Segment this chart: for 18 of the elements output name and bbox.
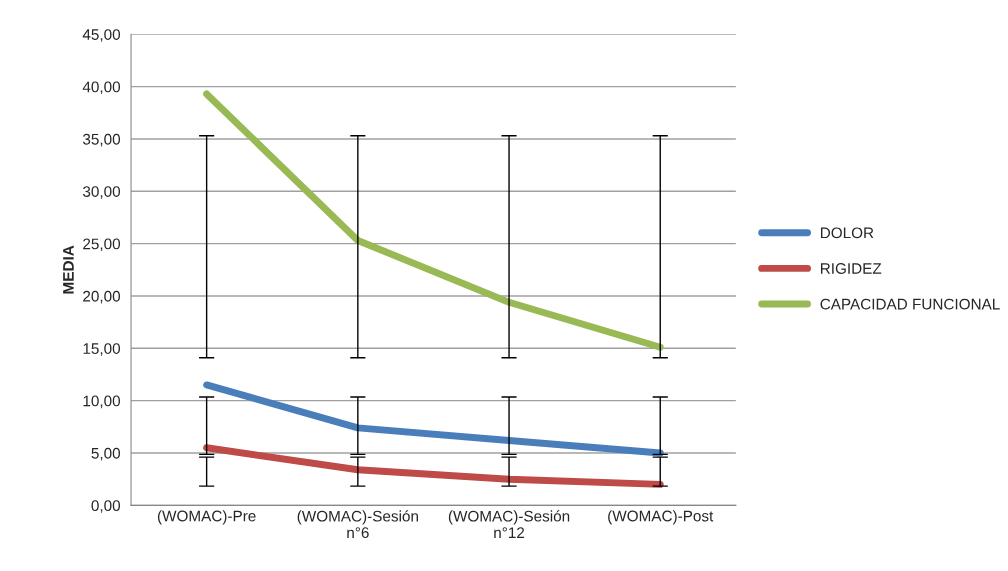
y-tick-label: 10,00 (83, 395, 121, 409)
y-tick-label: 0,00 (91, 500, 121, 513)
legend-label: CAPACIDAD FUNCIONAL (820, 298, 1000, 310)
y-axis-title: MEDIA (63, 245, 74, 294)
y-tick-label: 5,00 (91, 447, 121, 461)
y-tick-label: 25,00 (83, 238, 121, 252)
y-tick-label: 30,00 (82, 186, 121, 199)
y-tick-label: 35,00 (82, 133, 121, 147)
legend-label: RIGIDEZ (820, 263, 882, 274)
y-tick-label: 40,00 (82, 81, 121, 95)
legend-label: DOLOR (820, 227, 874, 239)
y-tick-label: 15,00 (83, 343, 121, 356)
x-tick-label: (WOMAC)-Post (608, 510, 714, 525)
y-tick-label: 20,00 (83, 290, 121, 304)
x-tick-label: (WOMAC)-Pre (157, 510, 256, 525)
x-tick-label: (WOMAC)-Sesión n°6 (297, 510, 418, 539)
x-tick-label: (WOMAC)-Sesión n°12 (448, 510, 570, 538)
y-tick-label: 45,00 (82, 29, 121, 42)
